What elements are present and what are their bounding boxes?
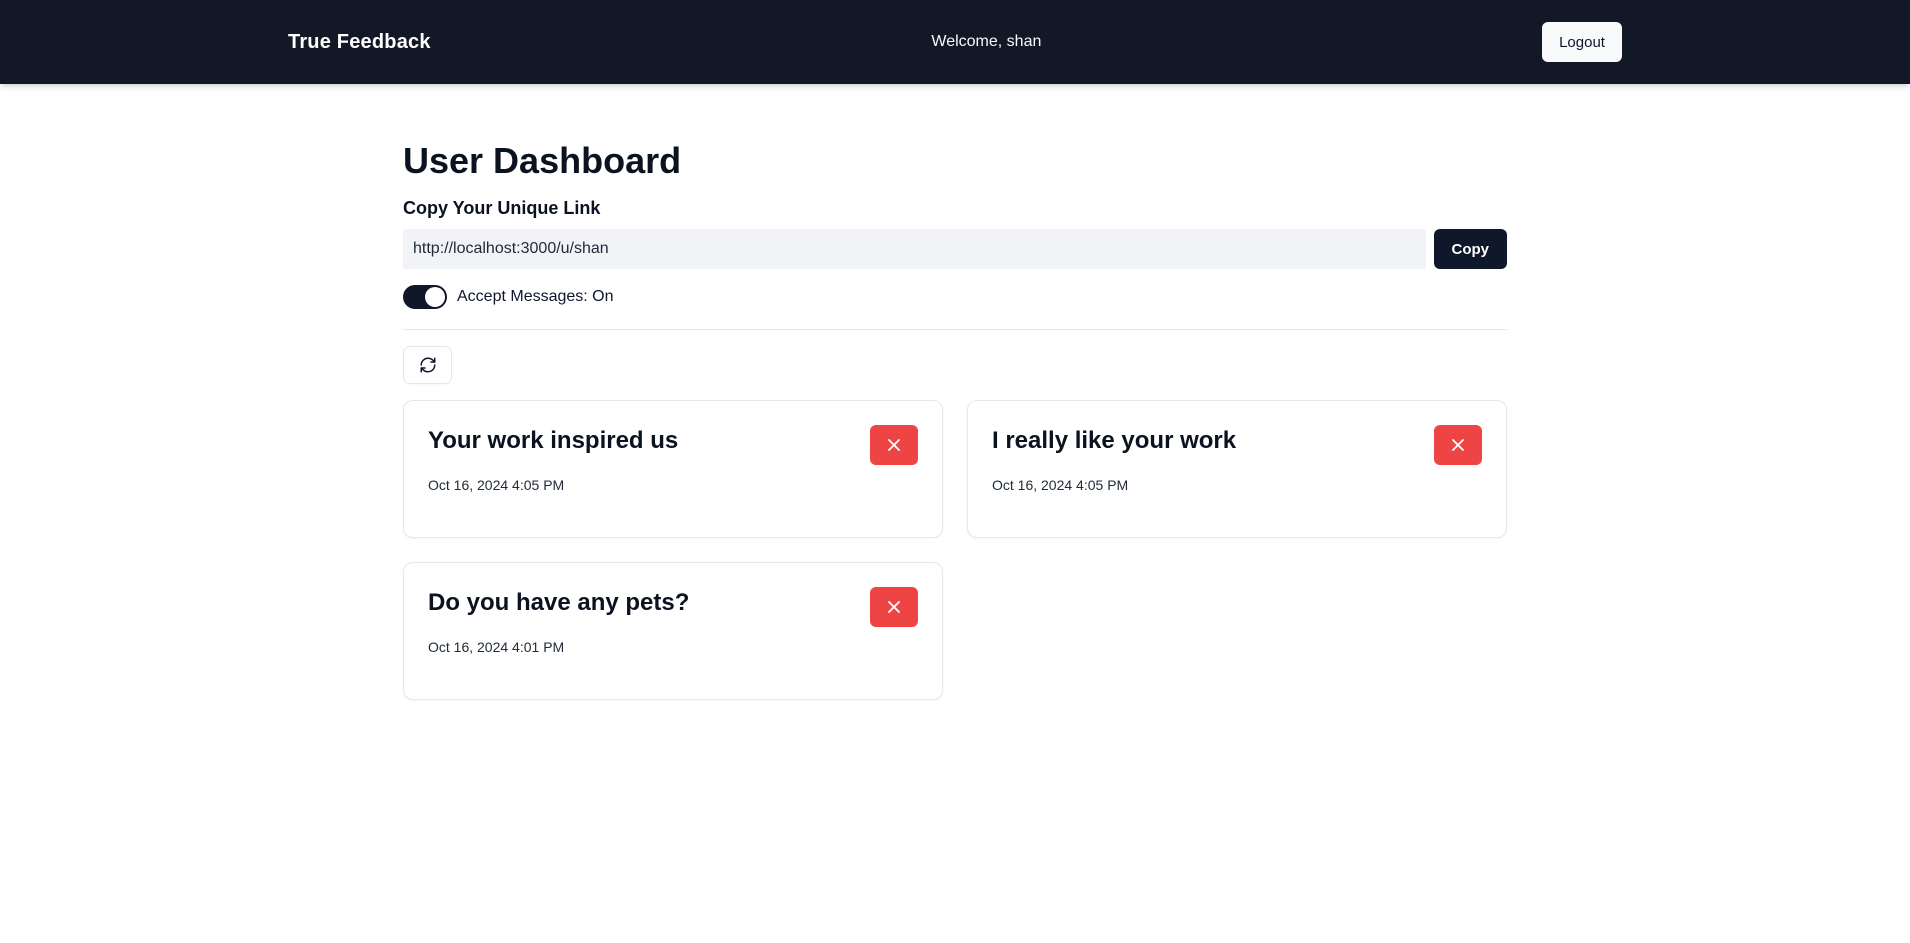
refresh-messages-button[interactable] — [403, 346, 452, 384]
message-card: Your work inspired us Oct 16, 2024 4:05 … — [403, 400, 943, 538]
message-text: Do you have any pets? — [428, 589, 690, 616]
page-title: User Dashboard — [403, 140, 682, 181]
accept-messages-row: Accept Messages: On — [403, 285, 1507, 309]
delete-message-button[interactable] — [1434, 425, 1482, 465]
delete-message-button[interactable] — [870, 425, 918, 465]
app-brand: True Feedback — [288, 30, 431, 53]
message-card: Do you have any pets? Oct 16, 2024 4:01 … — [403, 562, 943, 700]
unique-link-label: Copy Your Unique Link — [403, 198, 601, 218]
message-card: I really like your work Oct 16, 2024 4:0… — [967, 400, 1507, 538]
messages-grid: Your work inspired us Oct 16, 2024 4:05 … — [403, 400, 1507, 700]
message-date: Oct 16, 2024 4:05 PM — [992, 477, 1129, 493]
message-date: Oct 16, 2024 4:01 PM — [428, 639, 565, 655]
x-icon — [884, 435, 904, 455]
welcome-text: Welcome, shan — [931, 33, 1042, 50]
x-icon — [1448, 435, 1468, 455]
message-card-header: I really like your work — [992, 425, 1482, 465]
toggle-thumb — [425, 287, 445, 307]
x-icon — [884, 597, 904, 617]
navbar: True Feedback Welcome, shan Logout — [0, 0, 1910, 84]
accept-messages-toggle[interactable] — [403, 285, 447, 309]
refresh-cw-icon — [419, 356, 437, 374]
separator — [403, 329, 1507, 330]
message-date: Oct 16, 2024 4:05 PM — [428, 477, 565, 493]
message-card-header: Your work inspired us — [428, 425, 918, 465]
dashboard-container: User Dashboard Copy Your Unique Link Cop… — [379, 116, 1531, 724]
message-card-header: Do you have any pets? — [428, 587, 918, 627]
delete-message-button[interactable] — [870, 587, 918, 627]
message-text: I really like your work — [992, 427, 1237, 454]
logout-button[interactable]: Logout — [1542, 22, 1622, 62]
accept-messages-label: Accept Messages: On — [457, 288, 614, 305]
message-text: Your work inspired us — [428, 427, 679, 454]
unique-link-input[interactable] — [403, 229, 1426, 269]
copy-link-button[interactable]: Copy — [1433, 229, 1507, 269]
unique-link-row: Copy — [403, 229, 1507, 269]
